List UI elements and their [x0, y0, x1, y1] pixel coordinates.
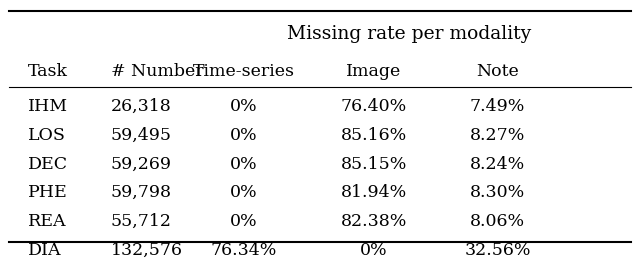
Text: 59,269: 59,269	[111, 156, 172, 173]
Text: 8.24%: 8.24%	[470, 156, 525, 173]
Text: IHM: IHM	[28, 98, 68, 115]
Text: 82.38%: 82.38%	[340, 213, 407, 230]
Text: Note: Note	[476, 63, 519, 80]
Text: 0%: 0%	[230, 156, 258, 173]
Text: 55,712: 55,712	[111, 213, 172, 230]
Text: 8.27%: 8.27%	[470, 127, 525, 144]
Text: Task: Task	[28, 63, 68, 80]
Text: 32.56%: 32.56%	[465, 242, 531, 259]
Text: 8.30%: 8.30%	[470, 184, 525, 201]
Text: DEC: DEC	[28, 156, 68, 173]
Text: 7.49%: 7.49%	[470, 98, 525, 115]
Text: Image: Image	[346, 63, 401, 80]
Text: 59,798: 59,798	[111, 184, 172, 201]
Text: 0%: 0%	[230, 184, 258, 201]
Text: 85.15%: 85.15%	[340, 156, 407, 173]
Text: DIA: DIA	[28, 242, 61, 259]
Text: # Number: # Number	[111, 63, 204, 80]
Text: 132,576: 132,576	[111, 242, 182, 259]
Text: LOS: LOS	[28, 127, 66, 144]
Text: PHE: PHE	[28, 184, 68, 201]
Text: 59,495: 59,495	[111, 127, 172, 144]
Text: 0%: 0%	[230, 213, 258, 230]
Text: 85.16%: 85.16%	[341, 127, 407, 144]
Text: 81.94%: 81.94%	[341, 184, 407, 201]
Text: REA: REA	[28, 213, 67, 230]
Text: 0%: 0%	[230, 98, 258, 115]
Text: 76.40%: 76.40%	[341, 98, 407, 115]
Text: 0%: 0%	[230, 127, 258, 144]
Text: Missing rate per modality: Missing rate per modality	[287, 26, 531, 44]
Text: 0%: 0%	[360, 242, 388, 259]
Text: Time-series: Time-series	[193, 63, 295, 80]
Text: 8.06%: 8.06%	[470, 213, 525, 230]
Text: 76.34%: 76.34%	[211, 242, 277, 259]
Text: 26,318: 26,318	[111, 98, 172, 115]
